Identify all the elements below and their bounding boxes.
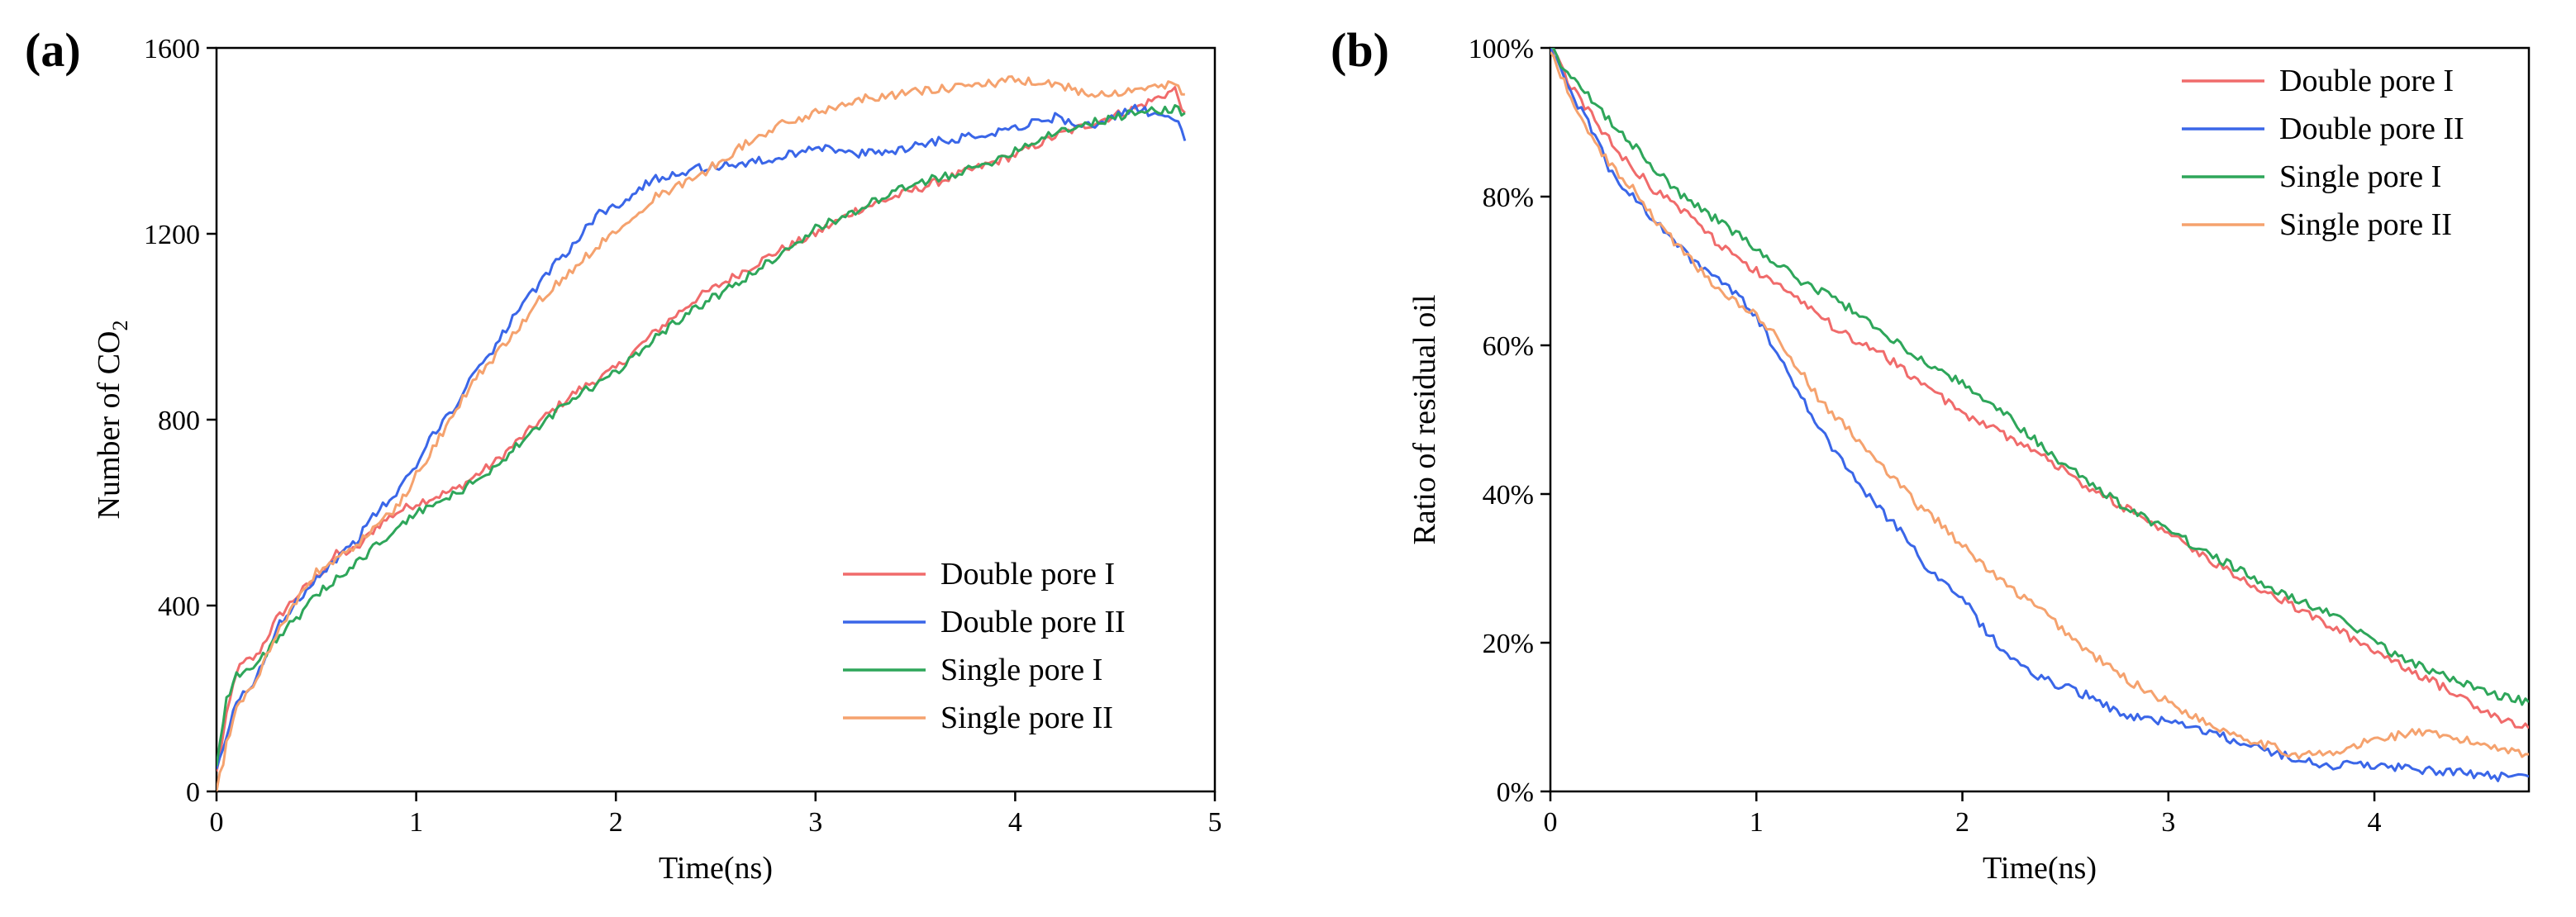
x-axis-label: Time(ns) <box>1983 851 2097 886</box>
y-tick-label: 0 <box>186 777 200 808</box>
legend-label: Double pore II <box>2279 112 2464 146</box>
legend-label: Single pore II <box>2279 207 2452 242</box>
x-tick-label: 1 <box>409 807 423 838</box>
x-tick-label: 5 <box>1208 807 1222 838</box>
x-tick-label: 0 <box>1544 807 1558 838</box>
series-line-single-pore-i <box>1550 48 2529 706</box>
y-tick-label: 100% <box>1469 34 1534 64</box>
plot-frame <box>1549 46 2531 793</box>
x-tick-label: 0 <box>210 807 224 838</box>
y-tick-label: 1600 <box>144 34 200 64</box>
series-line-single-pore-i <box>217 104 1186 767</box>
legend-label: Single pore I <box>940 653 1102 687</box>
x-tick-label: 1 <box>1750 807 1764 838</box>
x-tick-label: 4 <box>1008 807 1022 838</box>
y-tick-label: 400 <box>158 592 200 622</box>
chart-panel-b: 0 1 2 3 40%20%40%60%80%100%Time(ns)Ratio of … <box>1407 34 2531 886</box>
legend-label: Double pore II <box>940 605 1126 639</box>
y-axis-label-subscript: 2 <box>108 321 132 331</box>
x-tick-label: 4 <box>2368 807 2382 838</box>
y-tick-label: 0% <box>1497 777 1534 808</box>
chart-panel-a: 0 1 2 3 4 5 0 400 800 1200 1600 Time(ns) Number of C… <box>92 34 1222 886</box>
legend-label: Single pore I <box>2279 159 2441 194</box>
legend-label: Double pore I <box>2279 64 2454 98</box>
panel-b-label: (b) <box>1331 23 1389 77</box>
y-axis-label: Ratio of residual oil <box>1407 295 1442 545</box>
series-line-double-pore-ii <box>1550 48 2529 782</box>
y-tick-label: 40% <box>1483 480 1534 511</box>
x-tick-label: 3 <box>808 807 822 838</box>
y-axis-label-main: Number of CO <box>92 331 126 520</box>
y-tick-label: 1200 <box>144 220 200 250</box>
legend-label: Single pore II <box>940 701 1113 735</box>
x-tick-label: 2 <box>609 807 623 838</box>
series-line-single-pore-ii <box>217 75 1185 791</box>
series-line-double-pore-i <box>1550 49 2529 729</box>
x-axis-label: Time(ns) <box>659 851 773 886</box>
y-tick-label: 80% <box>1483 183 1534 213</box>
y-tick-label: 800 <box>158 406 200 436</box>
x-tick-label: 3 <box>2161 807 2175 838</box>
y-axis-label: Number of CO2 <box>92 321 132 520</box>
x-tick-label: 2 <box>1955 807 1969 838</box>
y-tick-label: 60% <box>1483 331 1534 362</box>
series-line-double-pore-ii <box>217 103 1187 770</box>
series-line-single-pore-ii <box>1550 51 2529 760</box>
legend-label: Double pore I <box>940 557 1115 592</box>
y-tick-label: 20% <box>1483 629 1534 659</box>
panel-a-label: (a) <box>25 23 81 77</box>
